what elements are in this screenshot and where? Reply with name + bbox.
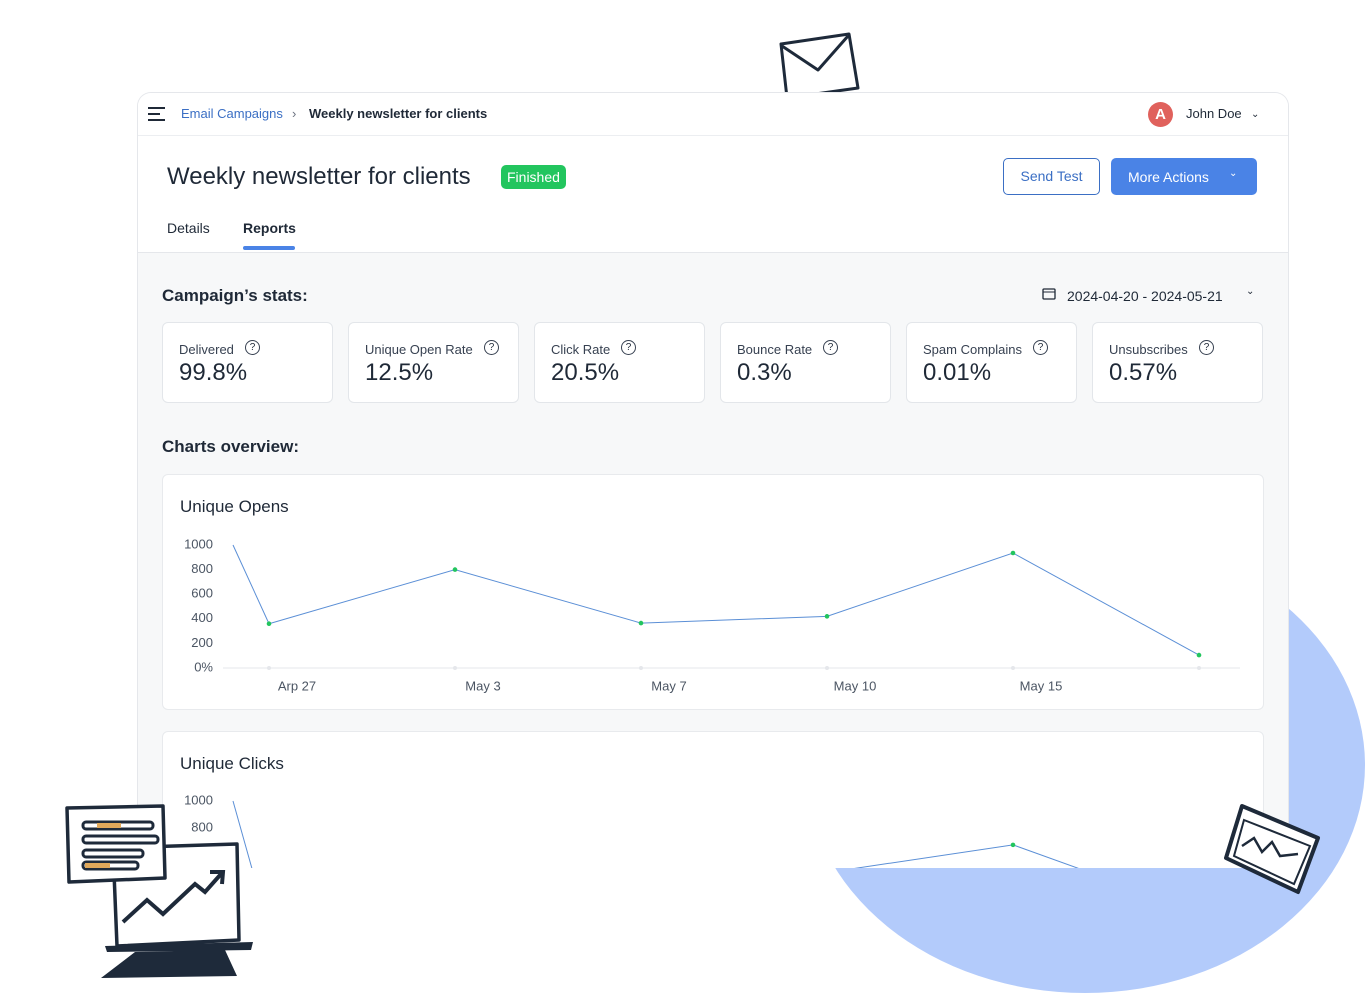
x-tick-dot — [1011, 666, 1015, 670]
stat-value: 0.01% — [923, 359, 992, 386]
help-icon[interactable]: ? — [484, 340, 499, 355]
stat-label: Spam Complains — [923, 342, 1022, 357]
page-title: Weekly newsletter for clients — [167, 163, 471, 190]
x-tick-label: May 15 — [1020, 678, 1063, 693]
stat-label: Delivered — [179, 342, 234, 357]
tab-active[interactable]: Reports — [243, 220, 296, 236]
stat-card: Unique Open Rate 12.5%? — [348, 322, 519, 403]
x-tick-label: Arp 27 — [278, 678, 316, 693]
x-tick-dot — [453, 666, 457, 670]
menu-icon[interactable] — [148, 107, 166, 121]
stat-value: 0.57% — [1109, 359, 1178, 386]
stat-label: Click Rate — [551, 342, 611, 357]
stat-card: Spam Complains 0.01%? — [906, 322, 1077, 403]
status-badge: Finished — [501, 165, 566, 189]
line-series — [232, 544, 1200, 656]
help-icon[interactable]: ? — [621, 340, 636, 355]
x-tick-label: May 10 — [834, 678, 877, 693]
point — [1196, 652, 1202, 658]
point — [1010, 550, 1016, 556]
chart-card: Unique Opens 0% 200 400 600 800 1000 Arp 27 May … — [162, 474, 1264, 710]
breadcrumb-separator: › — [292, 106, 297, 121]
user-caret[interactable]: ⌄ — [1251, 109, 1260, 120]
x-tick-label: May 3 — [465, 678, 500, 693]
stat-card: Bounce Rate 0.3%? — [720, 322, 891, 403]
breadcrumb-current: Weekly newsletter for clients — [309, 106, 488, 121]
x-tick-label: May 7 — [651, 678, 686, 693]
computer-illustration — [65, 804, 253, 978]
point — [638, 620, 644, 626]
breadcrumb-link[interactable]: Email Campaigns — [181, 106, 283, 121]
y-tick-label: 1000 — [184, 536, 213, 551]
y-tick-label: 1000 — [184, 792, 213, 807]
y-tick-label: 0% — [194, 659, 213, 674]
chart: 800 1000 — [184, 792, 1079, 868]
y-tick-label: 600 — [191, 586, 213, 601]
app-window: Email Campaigns › Weekly newsletter for … — [137, 92, 1289, 868]
point — [452, 567, 458, 572]
date-caret[interactable]: ⌄ — [1246, 286, 1255, 297]
help-icon[interactable]: ? — [1033, 340, 1048, 355]
stat-label: Bounce Rate — [737, 342, 813, 357]
send-test-button[interactable]: Send Test — [1003, 158, 1100, 195]
calendar-icon[interactable] — [1042, 288, 1056, 300]
point — [266, 621, 272, 627]
help-icon[interactable]: ? — [1199, 340, 1214, 355]
stat-card: Delivered 99.8%? — [162, 322, 333, 403]
line-series — [232, 800, 1079, 868]
x-tick-dot — [639, 666, 643, 670]
section-title: Campaign’s stats: — [162, 286, 308, 305]
envelope-icon — [779, 32, 860, 100]
date-range[interactable]: 2024-04-20 - 2024-05-21 — [1067, 288, 1223, 304]
chart-title: Unique Clicks — [180, 754, 284, 773]
avatar[interactable]: A — [1148, 102, 1173, 127]
y-tick-label: 200 — [191, 635, 213, 650]
tab[interactable]: Details — [167, 220, 210, 236]
point — [824, 614, 830, 619]
caret[interactable]: ⌄ — [1229, 168, 1238, 179]
more-actions-button[interactable]: More Actions ⌄ — [1111, 158, 1257, 195]
user-name[interactable]: John Doe — [1186, 106, 1242, 121]
section-title: Charts overview: — [162, 437, 299, 456]
stat-card: Unsubscribes 0.57%? — [1092, 322, 1263, 403]
page-header: Email Campaigns › Weekly newsletter for … — [138, 93, 1288, 253]
top-bar: Email Campaigns › Weekly newsletter for … — [138, 93, 1288, 136]
stat-value: 12.5% — [365, 359, 434, 386]
x-tick-dot — [825, 666, 829, 670]
stat-value: 20.5% — [551, 359, 620, 386]
y-tick-label: 800 — [191, 819, 213, 834]
chart-title: Unique Opens — [180, 497, 289, 516]
stat-label: Unique Open Rate — [365, 342, 473, 357]
help-icon[interactable]: ? — [823, 340, 838, 355]
y-tick-label: 800 — [191, 561, 213, 576]
help-icon[interactable]: ? — [245, 340, 260, 355]
button-label[interactable]: More Actions — [1128, 169, 1209, 185]
point — [1010, 842, 1016, 848]
chart-card: Unique Clicks 800 1000 — [162, 731, 1264, 868]
stat-value: 0.3% — [737, 359, 792, 386]
x-tick-dot — [1197, 666, 1201, 670]
x-tick-dot — [267, 666, 271, 670]
chart-card-illustration — [1224, 804, 1320, 894]
chart: 0% 200 400 600 800 1000 Arp 27 May 3 May 7 May 10… — [184, 536, 1240, 693]
stat-card: Click Rate 20.5%? — [534, 322, 705, 403]
stat-label: Unsubscribes — [1109, 342, 1188, 357]
y-tick-label: 400 — [191, 610, 213, 625]
stat-value: 99.8% — [179, 359, 248, 386]
tab-underline — [243, 246, 295, 250]
